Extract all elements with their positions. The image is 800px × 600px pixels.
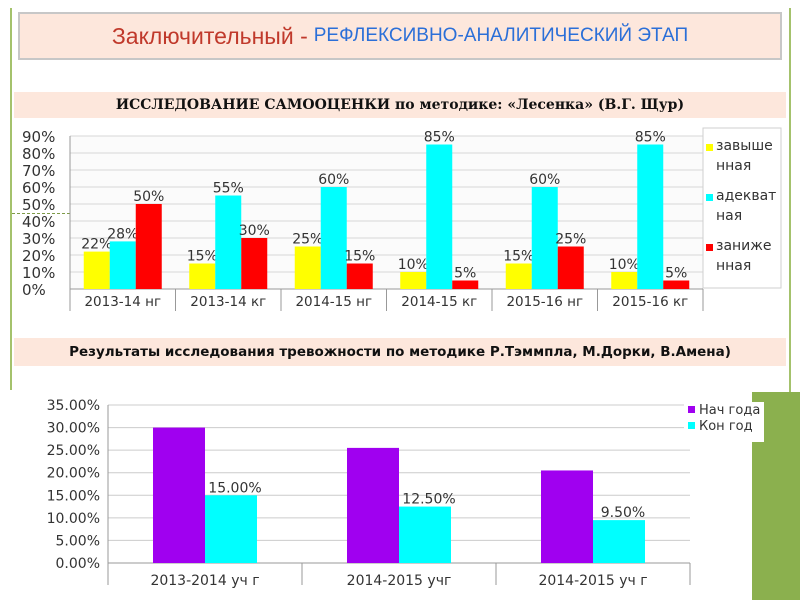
legend-label: занижe [716,238,772,254]
y-tick-label: 30.00% [47,421,100,437]
bar [557,246,584,289]
plot-area [70,136,703,289]
y-tick-label: 60% [22,179,55,197]
self-esteem-chart: 90%80%70%60%50%40%30%20%10%0%22%28%50%20… [22,127,782,311]
data-label: 55% [213,181,244,197]
y-tick-label: 90% [22,128,55,146]
bar [531,187,558,289]
y-tick-label: 25.00% [47,443,100,459]
y-tick-label: 35.00% [47,398,100,414]
x-tick-label: 2013-14 кг [190,294,266,310]
title-main: Заключительный - [111,22,308,49]
x-tick-label: 2015-16 нг [506,294,583,310]
legend-swatch [706,244,713,251]
y-tick-label: 40% [22,213,55,231]
data-label: 85% [424,130,455,146]
legend-label: нная [716,158,751,174]
x-tick-label: 2014-15 нг [295,294,372,310]
legend-box [684,402,764,442]
y-tick-label: 0.00% [56,556,100,572]
legend-label: Нач года [699,403,760,418]
data-label: 15% [187,249,218,265]
bar [135,204,162,289]
self-esteem-section-title: ИССЛЕДОВАНИЕ САМООЦЕНКИ по методике: «Ле… [14,92,786,118]
legend-swatch [706,144,713,151]
bar [400,272,427,289]
x-tick-label: 2015-16 кг [612,294,688,310]
bar [153,427,205,563]
bar [637,144,664,289]
legend-label: ная [716,208,742,224]
bar [593,520,645,563]
slide-frame [10,8,791,392]
y-tick-label: 15.00% [47,488,100,504]
x-tick-label: 2014-2015 уч г [538,573,647,589]
x-tick-label: 2013-14 нг [84,294,161,310]
bar [189,263,216,289]
data-label: 15% [344,249,375,265]
anxiety-section-title: Результаты исследования тревожности по м… [14,338,786,366]
bar [426,144,453,289]
bar [294,246,321,289]
data-label: 28% [107,226,138,242]
y-tick-label: 70% [22,162,55,180]
y-tick-label: 80% [22,145,55,163]
anxiety-chart: 35.00% 30.00% 25.00% 20.00% 15.00% 10.00% 5.00… [0,390,764,600]
bar [541,470,593,563]
legend-box [702,127,782,289]
data-label: 22% [81,237,112,253]
bar [346,263,373,289]
bar [320,187,347,289]
data-label: 60% [318,172,349,188]
legend-label: нная [716,258,751,274]
bar [109,241,136,289]
y-tick-label: 20% [22,247,55,265]
data-label: 25% [555,232,586,248]
bar [205,495,257,563]
bar [241,238,268,289]
data-label: 25% [292,232,323,248]
data-label: 10% [398,257,429,273]
y-tick-label: 20.00% [47,466,100,482]
y-tick-label: 10% [22,264,55,282]
bar [83,251,110,289]
data-label: 15.00% [208,480,261,496]
bar [505,263,532,289]
slide-title: Заключительный - РЕФЛЕКСИВНО-АНАЛИТИЧЕСК… [18,12,782,60]
legend: завыше нная адекват ная занижe нная [702,127,782,289]
bar [347,447,399,563]
legend-label: Кон год [699,419,753,434]
title-sub: РЕФЛЕКСИВНО-АНАЛИТИЧЕСКИЙ ЭТАП [313,25,689,46]
data-label: 5% [454,266,476,282]
x-tick-label: 2014-2015 учг [347,573,452,589]
y-tick-label: 30% [22,230,55,248]
y-tick-label: 0% [22,281,46,299]
legend-label: адекват [716,188,776,204]
legend-label: завыше [716,138,773,154]
y-tick-label: 10.00% [47,511,100,527]
data-label: 10% [609,257,640,273]
legend-swatch [706,194,713,201]
bar [611,272,638,289]
data-label: 85% [635,130,666,146]
data-label: 30% [239,223,270,239]
bar [399,506,451,563]
bar [663,280,690,289]
x-tick-label: 2014-15 кг [401,294,477,310]
data-label: 9.50% [601,505,645,521]
bar [452,280,479,289]
y-tick-label: 5.00% [56,533,100,549]
data-label: 12.50% [402,492,455,508]
y-tick-label: 50% [22,196,55,214]
data-label: 5% [665,266,687,282]
dotted-divider [12,213,70,214]
bar [215,195,242,289]
data-label: 50% [133,189,164,205]
x-tick-label: 2013-2014 уч г [150,573,259,589]
data-label: 15% [503,249,534,265]
legend-swatch [688,422,695,429]
legend-swatch [688,406,695,413]
data-label: 60% [529,172,560,188]
